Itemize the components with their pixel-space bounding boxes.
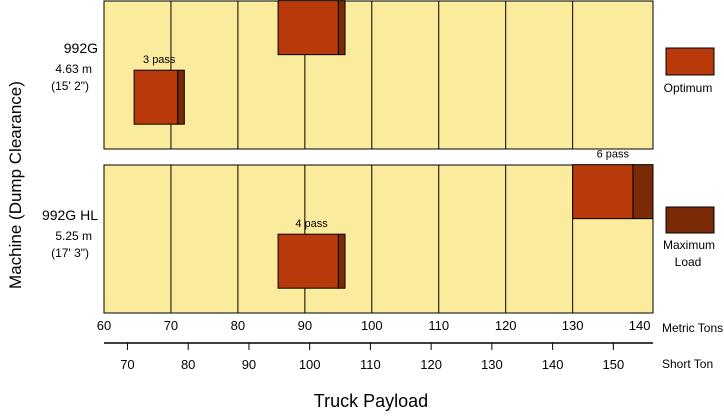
legend-label-optimum: Optimum: [664, 81, 713, 95]
x-secondary-tick-label: 100: [299, 357, 321, 372]
bar-maximum-load: [337, 233, 346, 289]
y-axis-title: Machine (Dump Clearance): [6, 81, 25, 289]
panel-background: [104, 165, 653, 313]
machine-label-panel-2: 992G HL: [42, 207, 98, 223]
bar-maximum-load: [337, 0, 346, 56]
bar-pass-label: 6 pass: [597, 149, 630, 161]
bar-optimum: [277, 233, 339, 289]
x-primary-tick-label: 60: [97, 318, 111, 333]
x-secondary-tick-label: 90: [242, 357, 256, 372]
bar-optimum: [133, 69, 179, 125]
panel-background: [104, 1, 653, 149]
panel-border: [103, 164, 654, 314]
x-secondary-tick-label: 150: [602, 357, 624, 372]
bar-maximum-load: [632, 164, 654, 220]
x-primary-tick-label: 80: [231, 318, 245, 333]
panels-layer: [103, 0, 654, 314]
x-primary-tick-label: 130: [562, 318, 584, 333]
clearance-metric-panel-1: 4.63 m: [55, 62, 92, 76]
clearance-imperial-panel-2: (17' 3"): [51, 246, 89, 260]
clearance-imperial-panel-1: (15' 2"): [51, 79, 89, 93]
x-primary-tick-label: 140: [629, 318, 651, 333]
legend-label-maximum-load-line1: Maximum: [663, 238, 715, 252]
x-secondary-unit-label: Short Ton: [662, 357, 713, 371]
x-axis-title: Truck Payload: [314, 391, 428, 411]
bar-pass-label: 3 pass: [143, 54, 176, 66]
x-primary-tick-label: 90: [298, 318, 312, 333]
x-primary-tick-label: 120: [495, 318, 517, 333]
bar-optimum: [277, 0, 339, 56]
x-secondary-tick-label: 80: [181, 357, 195, 372]
x-secondary-tick-label: 120: [420, 357, 442, 372]
clearance-metric-panel-2: 5.25 m: [55, 229, 92, 243]
bars-layer: [133, 0, 654, 289]
bar-maximum-load: [177, 69, 185, 125]
x-secondary-tick-label: 140: [542, 357, 564, 372]
x-primary-tick-label: 110: [428, 318, 449, 333]
panel-border: [103, 0, 654, 150]
x-secondary-tick-label: 110: [360, 357, 381, 372]
legend-label-maximum-load-line2: Load: [675, 255, 702, 269]
bar-optimum: [572, 164, 634, 220]
legend-swatch-maximum-load: [665, 206, 715, 234]
machine-label-panel-1: 992G: [64, 40, 98, 56]
x-secondary-tick-label: 70: [120, 357, 134, 372]
x-primary-tick-label: 100: [361, 318, 383, 333]
axis-layer: [104, 342, 653, 350]
legend-swatch-optimum: [665, 47, 715, 76]
x-primary-tick-label: 70: [164, 318, 178, 333]
x-primary-unit-label: Metric Tons: [662, 321, 723, 335]
x-secondary-tick-label: 130: [481, 357, 503, 372]
bar-pass-label: 4 pass: [295, 218, 328, 230]
